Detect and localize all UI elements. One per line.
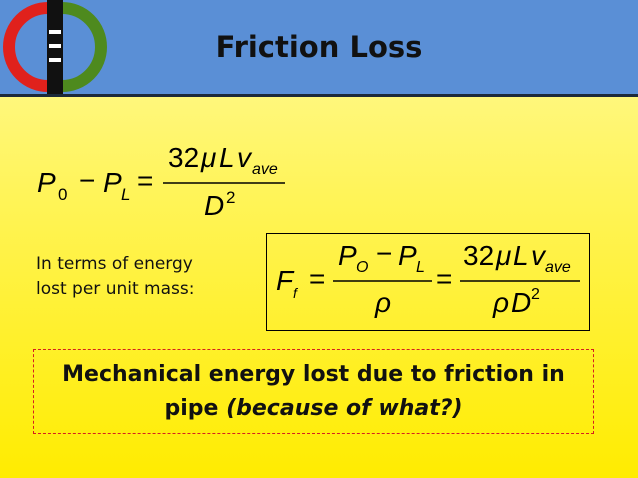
eq2-ave: ave (545, 259, 571, 276)
friction-formula-box (266, 233, 590, 331)
eq2-sub-O: O (356, 259, 368, 276)
callout-line1: Mechanical energy lost due to friction i… (62, 362, 565, 387)
energy-note: In terms of energy lost per unit mass: (36, 252, 194, 302)
eq2-rho: ρ (374, 287, 391, 318)
eq2-sub-f: f (293, 285, 299, 301)
eq1-den-sup2: 2 (226, 188, 235, 207)
energy-note-line1: In terms of energy (36, 254, 193, 274)
eq2-v: v (531, 240, 547, 271)
eq2-P: P (338, 240, 357, 271)
callout-line2: pipe (because of what?) (34, 392, 593, 426)
logo-red-arc (3, 2, 49, 92)
logo-green-arc (61, 2, 107, 92)
eq1-den-D: D (204, 190, 224, 221)
eq2-coef: 32 (463, 240, 494, 271)
eq2-F: F (276, 265, 295, 296)
eq1-L: L (219, 142, 235, 173)
callout-line2-emphasis: (because of what?) (226, 396, 463, 421)
callout-line2-main: pipe (164, 396, 227, 421)
eq2-rho2: ρ (492, 287, 509, 318)
energy-note-line2: lost per unit mass: (36, 279, 195, 299)
eq2-minus: − (376, 238, 392, 269)
eq2-sup2: 2 (531, 286, 540, 303)
eq1-p0: P (37, 167, 56, 198)
eq2-D: D (511, 287, 531, 318)
eq1-v: v (237, 142, 253, 173)
slide-title: Friction Loss (215, 30, 423, 64)
eq1-ave: ave (252, 161, 278, 178)
eq2-L: L (513, 240, 529, 271)
eq1-pl: P (103, 167, 122, 198)
eq1-minus: − (79, 165, 95, 196)
eq2-equals2: = (436, 263, 452, 294)
cycle-logo-icon (3, 0, 107, 94)
eq2-P2: P (398, 240, 417, 271)
eq1-subL: L (121, 185, 130, 204)
eq1-equals: = (137, 165, 153, 196)
friction-callout: Mechanical energy lost due to friction i… (33, 349, 594, 434)
eq1-mu: μ (200, 142, 216, 173)
eq2-sub-L: L (416, 259, 425, 276)
eq2-equals: = (309, 263, 325, 294)
eq1-sub0: 0 (58, 185, 67, 204)
eq1-num-coef: 32 (168, 142, 199, 173)
eq2-mu: μ (495, 240, 511, 271)
